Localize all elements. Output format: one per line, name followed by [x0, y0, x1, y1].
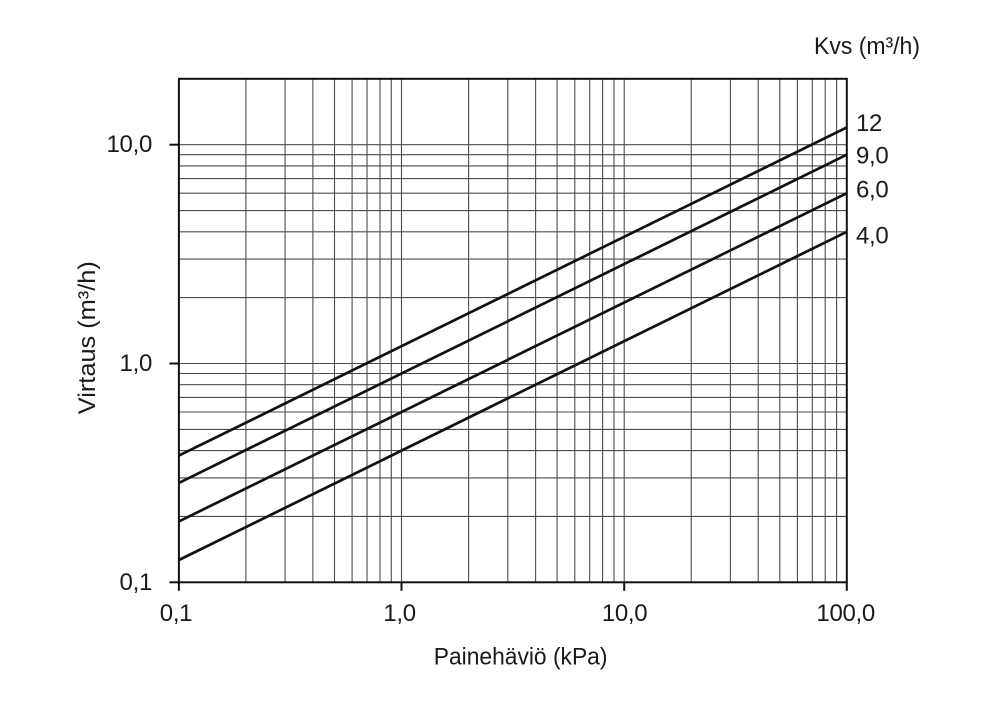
svg-text:10,0: 10,0	[602, 600, 648, 627]
svg-text:0,1: 0,1	[160, 600, 192, 627]
svg-text:10,0: 10,0	[106, 131, 152, 158]
svg-text:Kvs (m³/h): Kvs (m³/h)	[814, 33, 920, 60]
svg-text:6,0: 6,0	[856, 177, 888, 204]
svg-text:Virtaus (m³/h): Virtaus (m³/h)	[74, 261, 101, 414]
svg-text:9,0: 9,0	[856, 143, 888, 170]
svg-text:12: 12	[856, 110, 882, 137]
svg-text:0,1: 0,1	[120, 569, 152, 596]
svg-text:4,0: 4,0	[856, 223, 888, 250]
svg-text:Painehäviö (kPa): Painehäviö (kPa)	[434, 644, 608, 671]
svg-text:1,0: 1,0	[383, 600, 415, 627]
svg-text:1,0: 1,0	[120, 350, 152, 377]
svg-text:100,0: 100,0	[816, 600, 875, 627]
